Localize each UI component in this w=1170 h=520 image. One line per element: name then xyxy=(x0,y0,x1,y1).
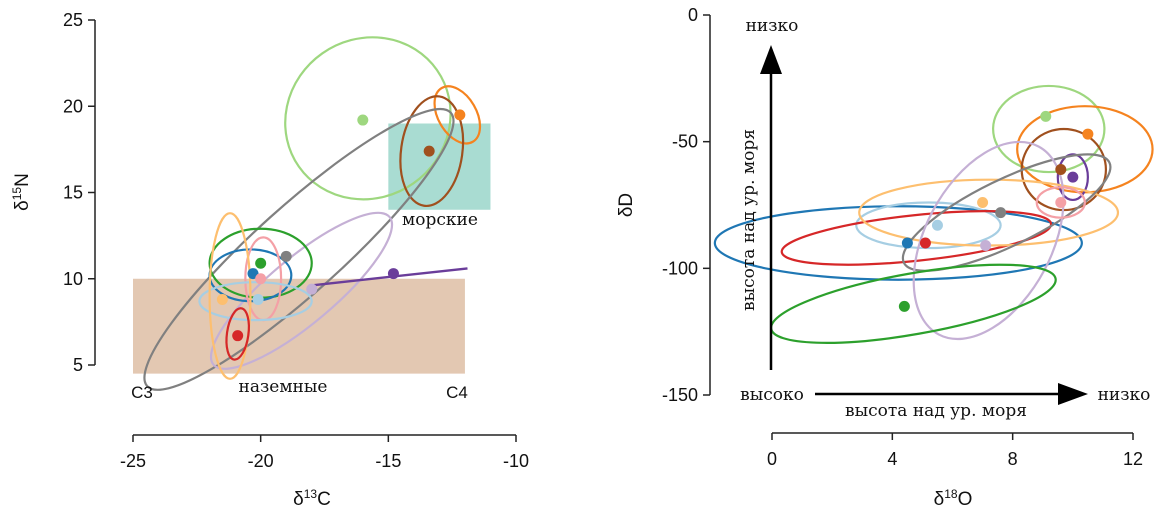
ellipse-10 xyxy=(225,307,251,361)
x-axis-label: δ18O xyxy=(934,487,973,510)
point-7 xyxy=(387,268,399,280)
point-11 xyxy=(898,300,910,312)
y-tick-label: 0 xyxy=(688,5,698,25)
ellipse-1 xyxy=(1016,105,1154,194)
point-11 xyxy=(232,330,244,342)
point-6 xyxy=(995,207,1007,219)
point-1 xyxy=(1082,128,1094,140)
ellipse-3 xyxy=(1056,153,1089,202)
x-tick-label: 8 xyxy=(1008,449,1018,469)
x-tick-label: -10 xyxy=(503,451,529,471)
y-tick-label: 25 xyxy=(63,10,83,30)
x-ticks: -25 -20 -15 -10 xyxy=(120,435,529,471)
point-1 xyxy=(454,109,466,121)
x-tick-label: -15 xyxy=(375,451,401,471)
region-terrestrial xyxy=(133,278,465,374)
right-low-label: низко xyxy=(1098,385,1151,405)
point-8 xyxy=(306,283,318,295)
ellipse-3 xyxy=(143,107,455,391)
point-2 xyxy=(423,145,435,157)
region-marine xyxy=(388,123,491,210)
ellipse-0 xyxy=(992,84,1106,174)
ellipse-9 xyxy=(208,212,252,380)
x-tick-label: 0 xyxy=(767,449,777,469)
c3-label: C3 xyxy=(131,383,153,402)
y-tick-label: 10 xyxy=(63,269,83,289)
point-10 xyxy=(216,293,228,305)
horizontal-arrow-head xyxy=(1058,383,1088,405)
c4-label: C4 xyxy=(446,383,468,402)
trend-line-0 xyxy=(309,267,468,287)
y-axis-label: δD xyxy=(616,193,637,217)
point-9 xyxy=(901,237,913,249)
y-ticks: 5 10 15 20 25 xyxy=(63,10,95,375)
ellipse-5 xyxy=(855,201,1002,250)
marine-label: морские xyxy=(402,210,478,230)
point-0 xyxy=(1040,110,1052,122)
point-3 xyxy=(280,250,292,262)
x-tick-label: 4 xyxy=(887,449,897,469)
line-layer xyxy=(309,267,468,287)
terrestrial-label: наземные xyxy=(239,377,328,397)
point-9 xyxy=(252,293,264,305)
point-2 xyxy=(1055,164,1067,176)
point-4 xyxy=(255,257,267,269)
bottom-high-label: высоко xyxy=(740,385,804,405)
x-axis-label: δ13C xyxy=(293,487,331,510)
ellipse-0 xyxy=(284,36,452,201)
y-tick-label: 5 xyxy=(73,355,83,375)
vertical-arrow-label: высота над ур. моря xyxy=(739,129,759,311)
ellipse-8 xyxy=(901,153,1112,272)
ellipse-11 xyxy=(769,263,1057,344)
y-tick-label: -50 xyxy=(672,132,698,152)
point-0 xyxy=(357,114,369,126)
region-layer xyxy=(133,123,491,374)
ellipse-4 xyxy=(713,205,1083,281)
point-8 xyxy=(980,240,992,252)
point-5 xyxy=(977,196,989,208)
y-tick-label: 15 xyxy=(63,183,83,203)
point-layer xyxy=(898,110,1094,312)
point-layer xyxy=(216,109,466,342)
ellipse-2 xyxy=(399,95,465,208)
isotope-chart-oxygen-hydrogen: 0-50-100-150 0 4 8 12 δD δ18O низко высоко … xyxy=(616,5,1154,510)
x-tick-label: -20 xyxy=(248,451,274,471)
point-7 xyxy=(931,219,943,231)
point-6 xyxy=(255,273,267,285)
isotope-chart-carbon-nitrogen: 5 10 15 20 25 -25 -20 -15 -10 δ15N δ13C C3 C4 н… xyxy=(10,10,529,510)
ellipse-10 xyxy=(1035,186,1086,219)
ellipse-1 xyxy=(433,85,482,145)
top-low-label: низко xyxy=(746,16,799,36)
x-tick-label: -25 xyxy=(120,451,146,471)
point-10 xyxy=(919,237,931,249)
y-tick-label: 20 xyxy=(63,96,83,116)
y-tick-label: -100 xyxy=(662,258,698,278)
ellipse-6 xyxy=(780,210,1053,266)
y-tick-label: -150 xyxy=(662,385,698,405)
ellipse-8 xyxy=(198,281,313,322)
y-ticks: 0 -50 -100 -150 xyxy=(662,5,710,405)
point-4 xyxy=(1055,196,1067,208)
horizontal-arrow-label: высота над ур. моря xyxy=(845,401,1027,421)
axes xyxy=(709,15,1133,434)
point-3 xyxy=(1067,171,1079,183)
x-ticks: 0 4 8 12 xyxy=(767,433,1143,469)
vertical-arrow-head xyxy=(760,45,782,74)
x-tick-label: 12 xyxy=(1123,449,1143,469)
y-axis-label: δ15N xyxy=(10,173,33,211)
